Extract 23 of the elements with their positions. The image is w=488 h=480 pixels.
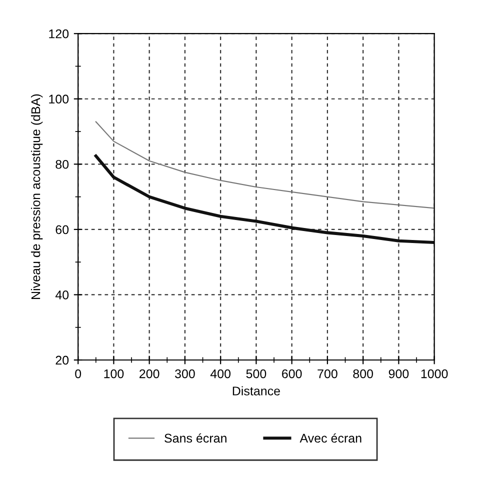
x-tick-label: 300 bbox=[175, 369, 195, 378]
x-tick-label: 100 bbox=[104, 369, 124, 378]
line-series bbox=[95, 121, 434, 209]
x-tick-label: 600 bbox=[282, 369, 302, 378]
y-tick-label: 60 bbox=[56, 225, 69, 234]
x-axis-title: Distance bbox=[232, 386, 280, 396]
x-tick-label: 400 bbox=[210, 369, 231, 378]
x-tick-label: 500 bbox=[246, 369, 266, 378]
x-tick-label: 0 bbox=[75, 369, 82, 378]
y-axis-title: Niveau de pression acoustique (dBA) bbox=[30, 94, 43, 299]
x-tick-label: 900 bbox=[388, 369, 409, 378]
legend-label: Sans écran bbox=[164, 433, 226, 443]
x-tick-label: 1000 bbox=[421, 369, 448, 378]
y-tick-label: 20 bbox=[56, 356, 69, 365]
x-tick-label: 700 bbox=[318, 369, 338, 378]
y-tick-label: 120 bbox=[49, 29, 69, 38]
x-tick-label: 200 bbox=[140, 369, 160, 378]
y-tick-label: 100 bbox=[49, 94, 69, 104]
y-tick-label: 80 bbox=[56, 160, 69, 169]
x-tick-label: 800 bbox=[353, 369, 374, 378]
y-tick-label: 40 bbox=[55, 290, 69, 300]
line-series bbox=[94, 154, 434, 244]
legend-label: Avec écran bbox=[300, 433, 362, 443]
